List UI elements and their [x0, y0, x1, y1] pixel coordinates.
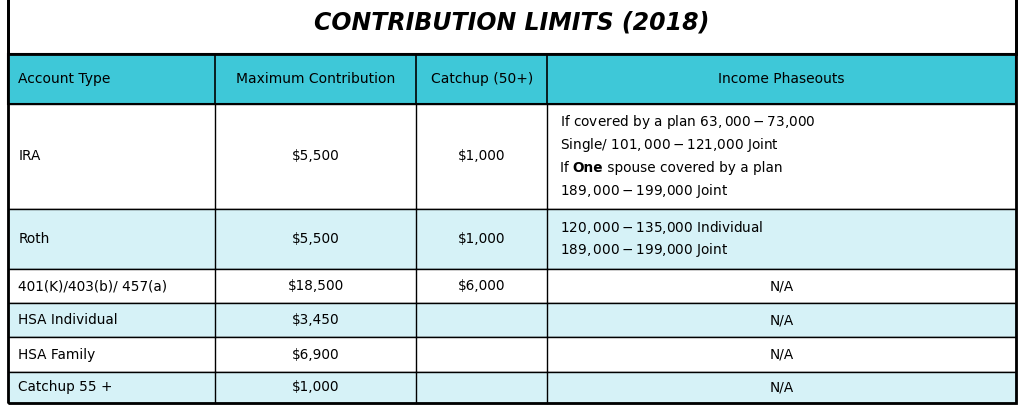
Bar	[8, 104, 1016, 209]
Text: CONTRIBUTION LIMITS (2018): CONTRIBUTION LIMITS (2018)	[314, 10, 710, 34]
Text: Income Phaseouts: Income Phaseouts	[718, 72, 845, 86]
Text: Single/ $101,000- $121,000 Joint: Single/ $101,000- $121,000 Joint	[559, 136, 778, 154]
Text: IRA: IRA	[18, 150, 41, 163]
Text: Catchup (50+): Catchup (50+)	[431, 72, 532, 86]
Text: $3,450: $3,450	[292, 313, 339, 327]
Text: Roth: Roth	[18, 232, 50, 246]
Text: N/A: N/A	[769, 313, 794, 327]
Text: Catchup 55 +: Catchup 55 +	[18, 380, 113, 394]
Text: $5,500: $5,500	[292, 150, 339, 163]
Bar	[8, 0, 1016, 54]
Bar	[8, 269, 1016, 303]
Bar	[8, 372, 1016, 403]
Text: 401(K)/403(b)/ 457(a): 401(K)/403(b)/ 457(a)	[18, 279, 168, 293]
Bar	[8, 303, 1016, 337]
Text: One: One	[572, 161, 603, 175]
Text: Maximum Contribution: Maximum Contribution	[236, 72, 395, 86]
Text: If covered by a plan $63,000- $73,000: If covered by a plan $63,000- $73,000	[559, 113, 815, 131]
Text: $1,000: $1,000	[458, 150, 506, 163]
Text: $6,900: $6,900	[292, 348, 339, 361]
Text: $6,000: $6,000	[458, 279, 506, 293]
Text: N/A: N/A	[769, 380, 794, 394]
Text: $189,000- $199,000 Joint: $189,000- $199,000 Joint	[559, 182, 728, 199]
Text: If: If	[559, 161, 572, 175]
Bar	[8, 337, 1016, 372]
Bar	[8, 54, 1016, 104]
Text: $189,000- $199,000 Joint: $189,000- $199,000 Joint	[559, 242, 728, 259]
Text: Account Type: Account Type	[18, 72, 111, 86]
Text: $18,500: $18,500	[288, 279, 344, 293]
Text: $1,000: $1,000	[458, 232, 506, 246]
Text: $5,500: $5,500	[292, 232, 339, 246]
Text: N/A: N/A	[769, 348, 794, 361]
Text: $1,000: $1,000	[292, 380, 339, 394]
Text: HSA Individual: HSA Individual	[18, 313, 118, 327]
Text: N/A: N/A	[769, 279, 794, 293]
Text: HSA Family: HSA Family	[18, 348, 95, 361]
Text: spouse covered by a plan: spouse covered by a plan	[603, 161, 782, 175]
Text: $120,000- $135,000 Individual: $120,000- $135,000 Individual	[559, 219, 763, 236]
Bar	[8, 209, 1016, 269]
